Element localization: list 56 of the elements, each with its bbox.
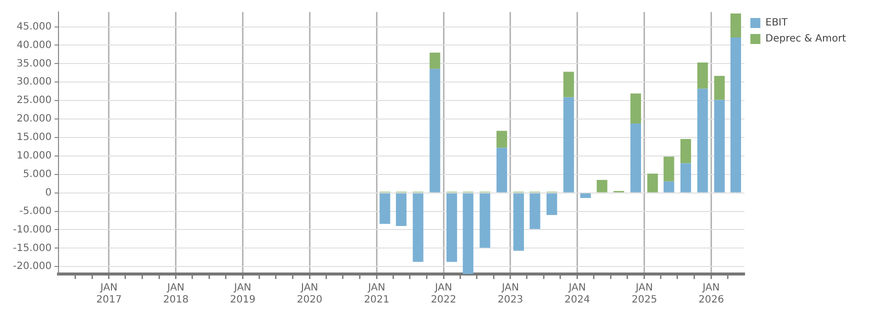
bar (580, 193, 591, 198)
bar (430, 68, 440, 192)
y-tick-label: 25.000 (16, 95, 52, 106)
bar (630, 123, 642, 192)
y-tick-label: 0 (45, 187, 52, 198)
bar (664, 156, 674, 182)
bar (430, 52, 440, 69)
y-tick-label: -5.000 (19, 206, 52, 217)
x-tick-label: JAN 2021 (364, 282, 390, 306)
bar (680, 138, 692, 164)
x-tick-label: JAN 2018 (163, 282, 189, 306)
x-tick-label: JAN 2022 (430, 282, 456, 306)
bar (380, 193, 390, 224)
bar (496, 148, 508, 192)
x-tick-label: JAN 2024 (564, 282, 590, 306)
y-tick-label: 30.000 (16, 76, 52, 88)
y-tick-label: 40.000 (16, 40, 52, 51)
bar (596, 180, 608, 192)
bar (563, 97, 574, 192)
x-tick-label: JAN 2017 (96, 282, 122, 306)
bar (412, 193, 424, 262)
bar (513, 193, 524, 251)
x-tick-label: JAN 2023 (498, 282, 524, 306)
bar (714, 100, 725, 192)
x-tick-label: JAN 2019 (230, 282, 256, 306)
y-tick-label: 45.000 (16, 21, 52, 32)
x-tick-label: JAN 2020 (296, 282, 322, 306)
bar (680, 163, 692, 192)
y-tick-label: 5.000 (22, 168, 52, 180)
bar (730, 37, 742, 192)
x-tick-label: JAN 2025 (632, 282, 658, 306)
y-tick-label: -20.000 (12, 261, 52, 272)
bar (630, 94, 642, 124)
y-tick-label: 20.000 (16, 114, 52, 125)
bar (647, 174, 658, 192)
bar (730, 13, 742, 38)
y-tick-label: 10.000 (16, 150, 52, 162)
y-tick-label: -10.000 (12, 224, 52, 236)
bar (446, 193, 458, 262)
y-tick-label: 35.000 (16, 58, 52, 70)
bar (480, 193, 490, 248)
bar (546, 193, 558, 215)
bar (697, 62, 708, 89)
bar (530, 193, 540, 229)
bar (563, 72, 574, 98)
legend-label: EBIT (765, 18, 788, 29)
x-tick-label: JAN 2026 (698, 282, 724, 306)
bar (714, 76, 725, 100)
legend-label: Deprec & Amort (765, 34, 846, 45)
bar (496, 130, 508, 148)
y-tick-label: -15.000 (12, 242, 52, 254)
bar (697, 88, 708, 192)
bar (462, 193, 474, 274)
y-tick-label: 15.000 (16, 132, 52, 144)
bar (664, 181, 674, 192)
bar (396, 193, 407, 226)
